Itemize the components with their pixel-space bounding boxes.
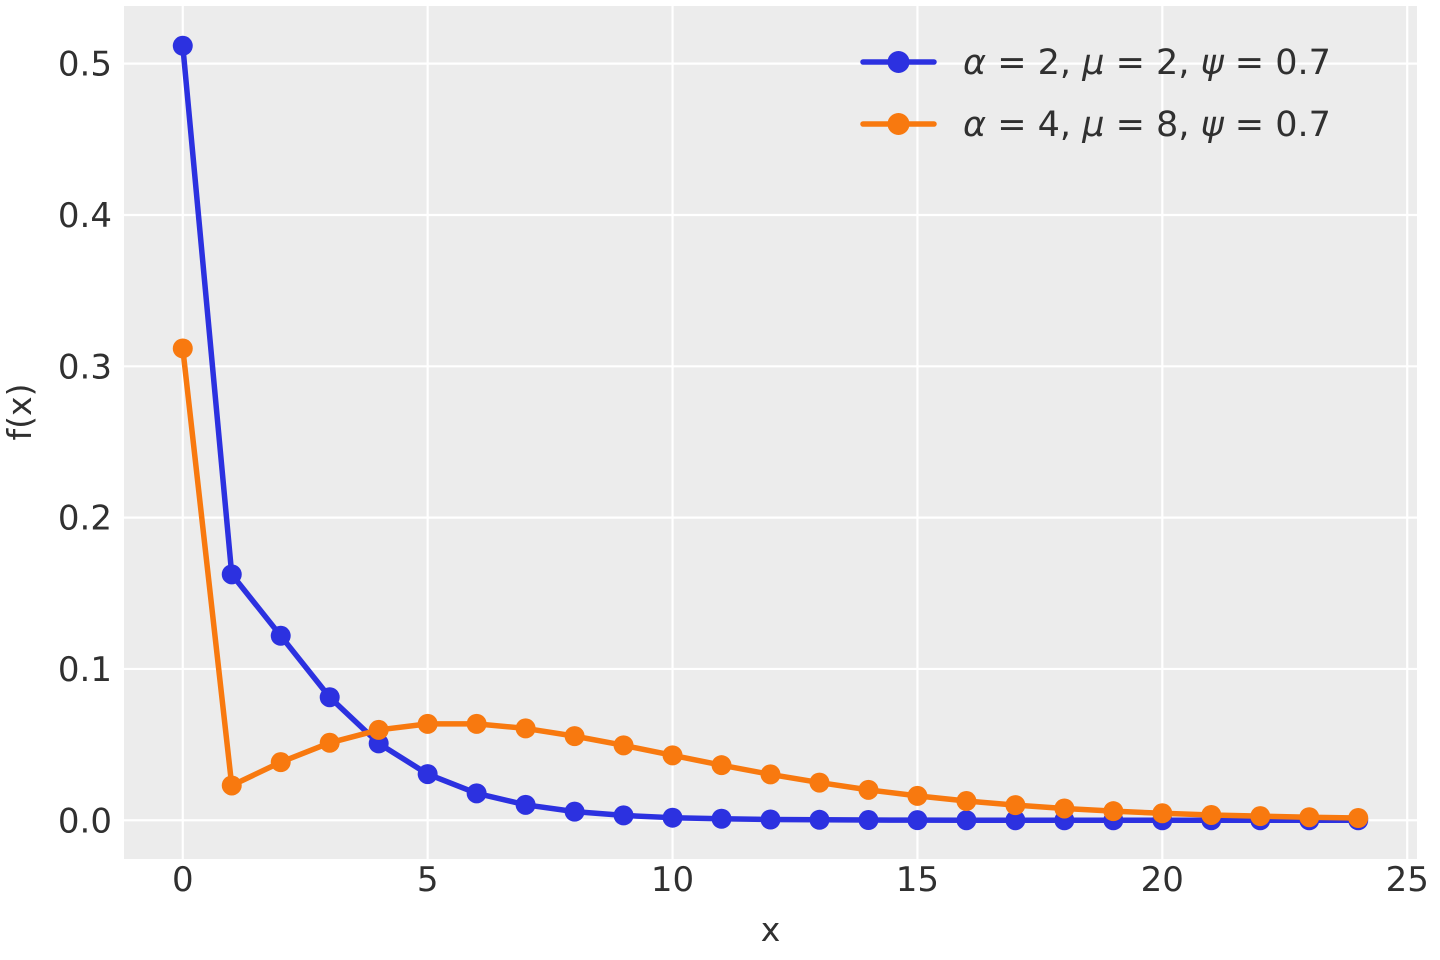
data-point-marker [907,785,928,806]
y-tick-label: 0.4 [58,196,112,236]
legend-marker [887,51,910,73]
data-point-marker [1299,807,1320,828]
data-point-marker [172,35,193,56]
y-axis-label: f(x) [0,384,39,441]
data-point-marker [858,779,879,800]
data-point-marker [1152,803,1173,824]
data-point-marker [466,713,487,734]
tick-labels: 0 5 10 15 20 25 0.0 0.1 0.2 0.3 0.4 0.5 [58,45,1429,900]
legend: α = 2, μ = 2, ψ = 0.7 α = 4, μ = 8, ψ = 0… [860,43,1331,145]
y-tick-label: 0.2 [58,499,112,539]
data-point-marker [809,772,830,793]
data-point-marker [466,783,487,804]
data-point-marker [613,805,634,826]
data-point-marker [711,755,732,776]
x-tick-label: 15 [896,860,939,900]
gridlines [124,6,1417,859]
legend-entry: α = 4, μ = 8, ψ = 0.7 [860,105,1331,145]
data-point-marker [1005,795,1026,816]
data-point-marker [368,719,389,740]
data-point-marker [1103,801,1124,822]
x-tick-label: 5 [417,860,439,900]
data-point-marker [907,810,928,831]
legend-entry: α = 2, μ = 2, ψ = 0.7 [860,43,1331,83]
data-point-marker [1250,806,1271,827]
data-point-marker [1201,804,1222,825]
data-point-marker [662,807,683,828]
data-point-marker [564,726,585,747]
data-point-marker [711,808,732,829]
data-point-marker [1348,807,1369,828]
x-axis-label: x [761,910,781,949]
series-1 [172,338,1369,828]
data-point-marker [1054,798,1075,819]
data-point-marker [956,791,977,812]
data-point-marker [760,809,781,830]
legend-label: α = 4, μ = 8, ψ = 0.7 [963,105,1331,145]
legend-marker [887,113,910,135]
x-tick-label: 0 [172,860,194,900]
data-point-marker [417,713,438,734]
data-point-marker [172,338,193,359]
data-point-marker [662,745,683,766]
x-tick-label: 25 [1386,860,1429,900]
data-point-marker [319,687,340,708]
data-point-marker [1005,810,1026,831]
data-point-marker [515,794,536,815]
data-point-marker [221,564,242,585]
data-point-marker [319,732,340,753]
data-point-marker [564,801,585,822]
data-point-marker [858,810,879,831]
y-tick-label: 0.1 [58,650,112,690]
x-tick-label: 20 [1141,860,1184,900]
series-lines [172,35,1369,831]
y-tick-label: 0.5 [58,45,112,85]
legend-label: α = 2, μ = 2, ψ = 0.7 [963,43,1331,83]
data-point-marker [270,752,291,773]
data-point-marker [809,809,830,830]
data-point-marker [760,764,781,785]
y-tick-label: 0.3 [58,347,112,387]
data-point-marker [270,625,291,646]
data-point-marker [417,764,438,785]
x-tick-label: 10 [651,860,694,900]
data-point-marker [515,718,536,739]
y-tick-label: 0.0 [58,801,112,841]
data-point-marker [221,775,242,796]
data-point-marker [956,810,977,831]
plot-area [124,6,1417,859]
data-point-marker [613,735,634,756]
